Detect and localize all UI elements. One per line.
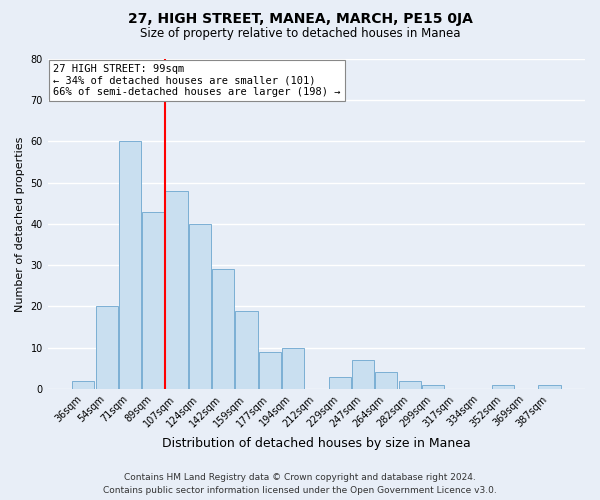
Bar	[259, 352, 281, 389]
Bar	[282, 348, 304, 389]
Bar	[166, 191, 188, 389]
Text: Size of property relative to detached houses in Manea: Size of property relative to detached ho…	[140, 28, 460, 40]
Bar	[189, 224, 211, 389]
Bar	[212, 270, 234, 389]
Bar	[142, 212, 164, 389]
X-axis label: Distribution of detached houses by size in Manea: Distribution of detached houses by size …	[162, 437, 471, 450]
Y-axis label: Number of detached properties: Number of detached properties	[15, 136, 25, 312]
Bar	[422, 385, 444, 389]
Bar	[329, 376, 351, 389]
Text: 27, HIGH STREET, MANEA, MARCH, PE15 0JA: 27, HIGH STREET, MANEA, MARCH, PE15 0JA	[128, 12, 472, 26]
Text: Contains HM Land Registry data © Crown copyright and database right 2024.
Contai: Contains HM Land Registry data © Crown c…	[103, 473, 497, 495]
Bar	[119, 142, 141, 389]
Bar	[235, 310, 257, 389]
Bar	[492, 385, 514, 389]
Text: 27 HIGH STREET: 99sqm
← 34% of detached houses are smaller (101)
66% of semi-det: 27 HIGH STREET: 99sqm ← 34% of detached …	[53, 64, 341, 97]
Bar	[95, 306, 118, 389]
Bar	[375, 372, 397, 389]
Bar	[72, 380, 94, 389]
Bar	[538, 385, 560, 389]
Bar	[352, 360, 374, 389]
Bar	[398, 380, 421, 389]
